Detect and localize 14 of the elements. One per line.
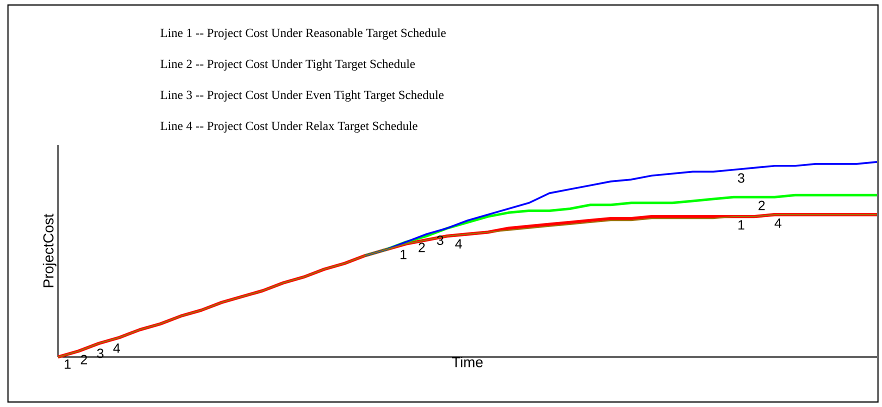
text: 4 [455, 239, 462, 248]
y-axis-title: ProjectCost [42, 214, 56, 288]
series-label: 3 [738, 173, 744, 183]
series-label: 4 [774, 218, 782, 228]
series-label: 2 [758, 200, 765, 210]
text: 1 [64, 360, 71, 369]
text: Line 2 -- Project Cost Under Tight Target Schedule [160, 59, 415, 71]
text: 1 [400, 250, 406, 260]
text: Line 4 -- Project Cost Under Relax Target Schedule [160, 121, 418, 133]
text: 2 [418, 242, 425, 252]
text: Line 3 -- Project Cost Under Even Tight Target Schedule [160, 90, 444, 102]
series-label: 1 [738, 220, 744, 230]
text: Line 1 -- Project Cost Under Reasonable Target Schedule [160, 28, 446, 40]
text: 4 [113, 344, 120, 353]
